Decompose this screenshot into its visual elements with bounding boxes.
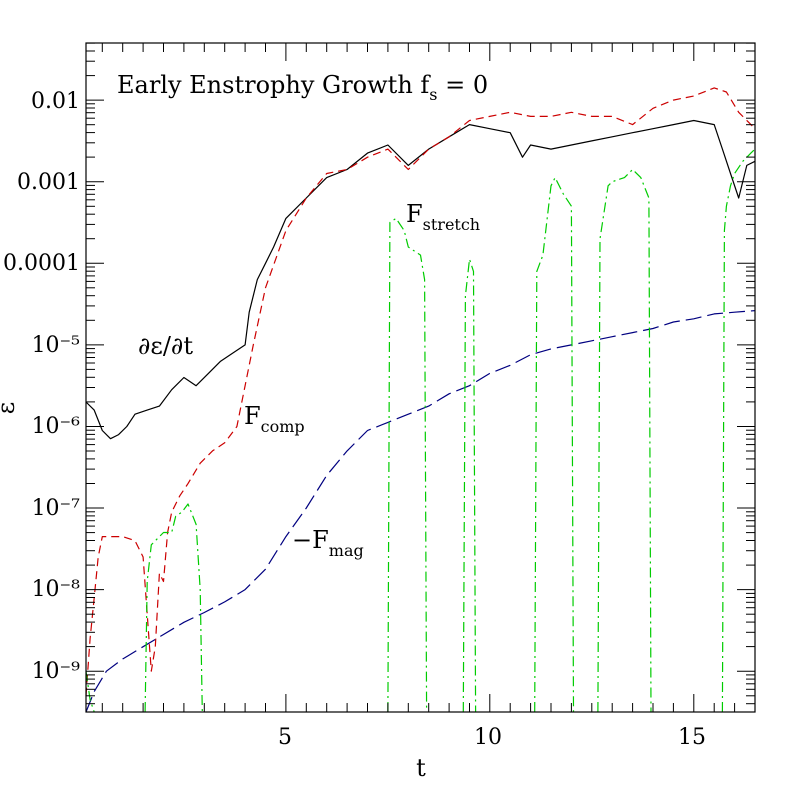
- plot-frame: [85, 42, 756, 713]
- ticks-layer: [86, 42, 756, 712]
- series-fstretch-line-segment-2: [387, 217, 428, 713]
- y-tick-label-1e-4: 0.0001: [3, 251, 80, 276]
- annotation-fcomp-main: F: [244, 402, 261, 430]
- annotation-fmag-main: −F: [292, 526, 329, 554]
- series-layer: [85, 87, 756, 713]
- annotation-fcomp: Fcomp: [244, 402, 305, 436]
- series-fmag-line: [85, 310, 756, 713]
- y-tick-label-1e-6: 10⁻⁶: [32, 414, 81, 439]
- annotation-deps-dt: ∂ε/∂t: [138, 332, 193, 360]
- annotation-fstretch-main: F: [406, 200, 423, 228]
- y-tick-label-1e-9: 10⁻⁹: [32, 659, 81, 684]
- annotation-fstretch: Fstretch: [406, 200, 480, 234]
- series-fcomp-line: [85, 87, 756, 696]
- annotation-fcomp-sub: comp: [261, 417, 305, 436]
- series-fstretch-line-segment-1: [144, 503, 203, 713]
- y-tick-label-1e-5: 10⁻⁵: [32, 333, 80, 358]
- x-axis-label: t: [416, 754, 426, 782]
- series-deps-dt-line: [85, 119, 756, 440]
- annotation-fmag: −Fmag: [292, 526, 364, 560]
- y-tick-label-1e-8: 10⁻⁸: [32, 577, 81, 602]
- x-tick-label-15: 15: [678, 725, 706, 750]
- series-fstretch-line-segment-5: [597, 168, 652, 713]
- x-tick-label-5: 5: [278, 725, 292, 750]
- annotation-fstretch-sub: stretch: [423, 215, 480, 234]
- y-axis-label: ε̇: [0, 402, 20, 414]
- chart-title: Early Enstrophy Growth fs = 0: [117, 71, 488, 104]
- chart-title-main: Early Enstrophy Growth f: [117, 71, 431, 99]
- chart-title-rest: = 0: [438, 71, 489, 99]
- y-tick-label-1e-2: 0.01: [31, 89, 80, 114]
- series-fstretch-line-segment-6: [721, 148, 756, 713]
- y-tick-label-1e-7: 10⁻⁷: [32, 496, 81, 521]
- chart-title-sub: s: [429, 85, 437, 104]
- annotation-fmag-sub: mag: [329, 541, 364, 560]
- y-tick-label-1e-3: 0.001: [17, 170, 80, 195]
- x-tick-label-10: 10: [474, 725, 502, 750]
- series-fstretch-line-segment-0: [85, 671, 95, 713]
- series-fstretch-line-segment-4: [534, 177, 575, 713]
